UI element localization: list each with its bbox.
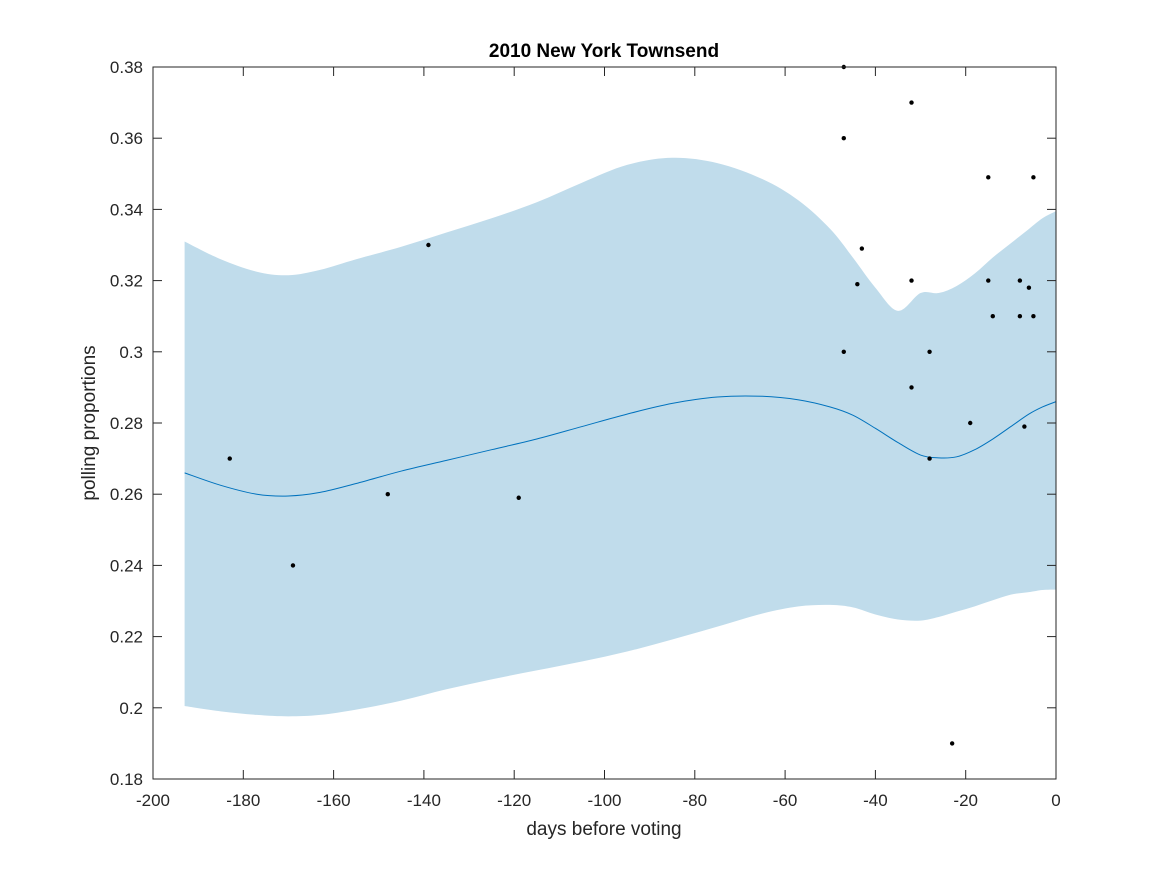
mean-curve-layer bbox=[184, 395, 1057, 497]
data-point bbox=[927, 456, 932, 461]
data-point bbox=[859, 246, 865, 251]
data-point bbox=[1017, 314, 1023, 319]
data-point bbox=[949, 741, 955, 746]
x-tick-label: -140 bbox=[407, 791, 441, 810]
data-point bbox=[909, 278, 914, 283]
x-tick-label: -180 bbox=[226, 791, 260, 810]
data-point bbox=[1017, 278, 1023, 283]
data-point bbox=[986, 175, 991, 180]
y-axis-title: polling proportions bbox=[79, 345, 100, 500]
data-point bbox=[841, 349, 846, 354]
confidence-band-layer bbox=[184, 157, 1057, 717]
y-tick-label: 0.24 bbox=[110, 556, 143, 575]
mean-curve-line bbox=[184, 395, 1057, 497]
data-point bbox=[990, 314, 995, 319]
y-tick-label: 0.28 bbox=[110, 414, 143, 433]
data-points-layer bbox=[227, 64, 1036, 746]
x-tick-label: -80 bbox=[683, 791, 708, 810]
data-point bbox=[227, 456, 232, 461]
y-tick-label: 0.32 bbox=[110, 272, 143, 291]
y-tick-label: 0.26 bbox=[110, 485, 143, 504]
x-tick-label: -160 bbox=[317, 791, 351, 810]
data-point bbox=[927, 349, 932, 354]
data-point bbox=[1022, 424, 1027, 429]
y-tick-label: 0.22 bbox=[110, 628, 143, 647]
data-point bbox=[426, 242, 431, 248]
x-tick-label: -40 bbox=[863, 791, 888, 810]
y-tick-label: 0.3 bbox=[119, 343, 143, 362]
data-point bbox=[516, 495, 521, 500]
data-point bbox=[986, 278, 991, 283]
x-tick-label: -20 bbox=[953, 791, 978, 810]
data-point bbox=[385, 492, 390, 497]
axis-ticks-layer: -200 -180 -160 -140 -120 -100 -80 -60 -40 -20 00.1… bbox=[110, 58, 1061, 810]
confidence-band bbox=[184, 157, 1057, 717]
data-point bbox=[1031, 314, 1036, 319]
x-tick-label: -60 bbox=[773, 791, 798, 810]
x-tick-label: -120 bbox=[497, 791, 531, 810]
data-point bbox=[290, 563, 296, 568]
data-point bbox=[909, 100, 914, 105]
y-tick-label: 0.38 bbox=[110, 58, 143, 77]
x-tick-label: -100 bbox=[587, 791, 621, 810]
y-tick-label: 0.18 bbox=[110, 770, 143, 789]
data-point bbox=[909, 385, 914, 390]
y-tick-label: 0.2 bbox=[119, 699, 143, 718]
data-point bbox=[1031, 175, 1036, 180]
x-axis-title: days before voting bbox=[526, 819, 681, 840]
y-tick-label: 0.34 bbox=[110, 200, 143, 219]
data-point bbox=[968, 420, 973, 426]
data-point bbox=[855, 281, 860, 287]
data-point bbox=[841, 136, 846, 141]
data-point bbox=[1026, 285, 1032, 290]
x-tick-label: 0 bbox=[1051, 791, 1060, 810]
chart-title: 2010 New York Townsend bbox=[489, 41, 719, 62]
y-tick-label: 0.36 bbox=[110, 129, 143, 148]
x-tick-label: -200 bbox=[136, 791, 170, 810]
